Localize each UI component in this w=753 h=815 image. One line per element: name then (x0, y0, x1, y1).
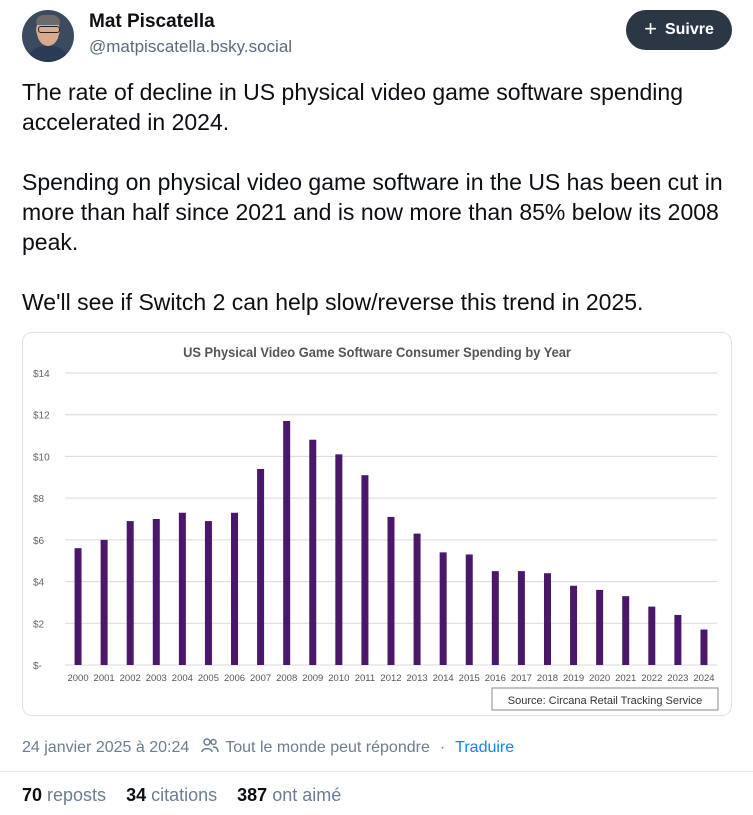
meta-separator: · (439, 738, 446, 756)
likes-label: ont aimé (272, 785, 342, 805)
translate-link[interactable]: Traduire (455, 738, 515, 756)
plus-icon: + (644, 16, 657, 41)
post-body: The rate of decline in US physical video… (22, 77, 732, 317)
bar-2005 (204, 521, 212, 665)
x-tick-label: 2007 (250, 673, 271, 684)
follow-button-label: Suivre (664, 21, 714, 38)
bar-2022 (648, 606, 656, 665)
x-tick-label: 2019 (563, 673, 584, 684)
people-icon (201, 737, 219, 758)
bar-2023 (674, 614, 682, 665)
author-avatar[interactable] (22, 10, 74, 62)
x-tick-label: 2012 (380, 673, 401, 684)
follow-button[interactable]: + Suivre (626, 10, 732, 50)
x-tick-label: 2009 (302, 673, 323, 684)
bar-2012 (387, 516, 395, 665)
x-tick-label: 2020 (589, 673, 610, 684)
x-tick-label: 2021 (615, 673, 636, 684)
x-tick-label: 2017 (511, 673, 532, 684)
y-tick-label: $14 (33, 369, 50, 380)
x-tick-label: 2024 (693, 673, 714, 684)
quotes-label: citations (151, 785, 218, 805)
y-tick-label: $6 (33, 536, 45, 547)
bar-2014 (439, 552, 447, 665)
avatar-shirt (28, 46, 68, 62)
chart-image[interactable]: US Physical Video Game Software Consumer… (22, 332, 732, 716)
y-tick-label: $4 (33, 578, 45, 589)
x-tick-label: 2004 (172, 673, 193, 684)
post-paragraph: Spending on physical video game software… (22, 169, 723, 255)
bar-2024 (700, 629, 708, 665)
bar-2011 (361, 475, 369, 665)
y-tick-label: $12 (33, 411, 50, 422)
x-tick-label: 2013 (407, 673, 428, 684)
x-tick-label: 2023 (667, 673, 688, 684)
x-tick-label: 2001 (94, 673, 115, 684)
post-timestamp[interactable]: 24 janvier 2025 à 20:24 (22, 738, 190, 756)
x-tick-label: 2022 (641, 673, 662, 684)
source-box (491, 687, 719, 711)
x-tick-label: 2003 (146, 673, 167, 684)
bar-2020 (596, 589, 604, 665)
author-handle[interactable]: @matpiscatella.bsky.social (89, 37, 293, 56)
reposts-label: reposts (47, 785, 107, 805)
divider (0, 771, 753, 772)
post-paragraph: We'll see if Switch 2 can help slow/reve… (22, 289, 644, 315)
avatar-hair (36, 15, 60, 25)
post-meta: 24 janvier 2025 à 20:24 Tout le monde pe… (22, 737, 514, 758)
bar-2010 (335, 454, 343, 665)
reply-setting[interactable]: Tout le monde peut répondre (225, 738, 430, 756)
x-tick-label: 2016 (485, 673, 506, 684)
post-stats: 70 reposts 34 citations 387 ont aimé (22, 785, 341, 806)
bar-2000 (74, 548, 82, 665)
bar-2006 (231, 512, 239, 665)
x-tick-label: 2015 (459, 673, 480, 684)
bar-2007 (257, 468, 265, 665)
bar-2003 (152, 519, 160, 665)
quotes-stat[interactable]: 34 citations (126, 785, 217, 806)
reposts-count: 70 (22, 785, 43, 805)
bar-2001 (100, 539, 108, 665)
bar-2017 (517, 571, 525, 665)
bar-2008 (283, 420, 291, 665)
x-tick-label: 2002 (120, 673, 141, 684)
bar-2004 (178, 512, 186, 665)
post-paragraph: The rate of decline in US physical video… (22, 79, 683, 135)
x-tick-label: 2006 (224, 673, 245, 684)
bar-2015 (465, 554, 473, 665)
bar-2019 (570, 585, 578, 665)
bar-2002 (126, 521, 134, 665)
quotes-count: 34 (126, 785, 147, 805)
x-tick-label: 2010 (328, 673, 349, 684)
y-tick-label: $2 (33, 619, 45, 630)
bar-2016 (491, 571, 499, 665)
x-tick-label: 2008 (276, 673, 297, 684)
x-tick-label: 2005 (198, 673, 219, 684)
likes-stat[interactable]: 387 ont aimé (237, 785, 341, 806)
x-tick-label: 2014 (433, 673, 454, 684)
y-tick-label: $- (33, 661, 42, 672)
chart-title: US Physical Video Game Software Consumer… (183, 345, 572, 361)
x-tick-label: 2011 (355, 673, 375, 684)
x-tick-label: 2000 (67, 673, 88, 684)
author-name[interactable]: Mat Piscatella (89, 11, 215, 32)
reposts-stat[interactable]: 70 reposts (22, 785, 106, 806)
y-tick-label: $8 (33, 494, 45, 505)
bar-chart: US Physical Video Game Software Consumer… (33, 345, 719, 711)
source-note: Source: Circana Retail Tracking Service (508, 695, 702, 707)
bar-2013 (413, 533, 421, 665)
likes-count: 387 (237, 785, 268, 805)
x-tick-label: 2018 (537, 673, 558, 684)
avatar-glasses (38, 26, 60, 33)
bar-2021 (622, 596, 630, 665)
bar-2018 (543, 573, 551, 665)
y-tick-label: $10 (33, 452, 50, 463)
bar-2009 (309, 439, 317, 665)
